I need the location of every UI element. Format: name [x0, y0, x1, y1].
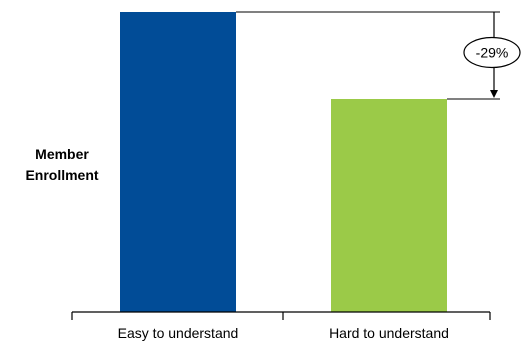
bars-group	[120, 12, 447, 312]
x-tick-label: Easy to understand	[118, 325, 239, 341]
x-axis-group: Easy to understand Hard to understand	[71, 311, 491, 341]
annotation-group: -29%	[236, 11, 521, 100]
x-tick-label: Hard to understand	[329, 325, 449, 341]
annotation-label: -29%	[476, 45, 509, 61]
y-axis-label: Member Enrollment	[25, 146, 98, 183]
annotation-arrowhead	[490, 90, 498, 98]
y-axis-label-group: Member Enrollment	[25, 146, 98, 183]
y-axis-label-line: Enrollment	[25, 167, 98, 183]
bar-2	[331, 99, 447, 312]
annotation-ellipse	[463, 36, 521, 69]
y-axis-label-line: Member	[35, 146, 89, 162]
bar-1	[120, 12, 236, 312]
